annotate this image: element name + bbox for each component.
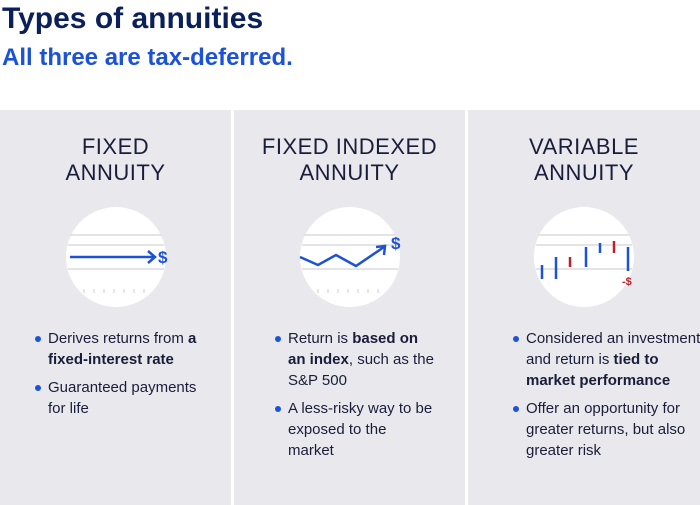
icon: $ <box>65 207 168 307</box>
text: Offer an opportunity for greater returns… <box>526 400 686 459</box>
title-line: VARIABLE <box>529 134 639 159</box>
title-line: FIXED INDEXED <box>261 134 438 159</box>
title-line: ANNUITY <box>533 160 635 185</box>
bullet: Return is based on an index, such as the… <box>275 328 434 391</box>
bullet: Offer an opportunity for greater returns… <box>513 398 700 461</box>
title-line: ANNUITY <box>299 160 400 185</box>
bullet: Considered an investment and return is t… <box>513 328 700 391</box>
bold-text: a fixed-interest rate <box>48 330 197 368</box>
title-line: ANNUITY <box>65 160 166 185</box>
column: FIXED INDEXED ANNUITY $ Return is based o… <box>234 110 465 505</box>
title: Types of annuities <box>2 2 264 35</box>
icon-label: $ <box>391 234 401 253</box>
icon: $ <box>298 207 401 307</box>
bullet-list: Return is based on an index, such as the… <box>272 328 434 468</box>
text: Derives returns from <box>48 330 189 347</box>
text: Considered an investment and return is <box>526 330 700 368</box>
icon-label: -$ <box>622 276 632 288</box>
icon-label: $ <box>158 248 168 267</box>
bold-text: based on an index <box>288 330 419 368</box>
text: A less-risky way to be exposed to the ma… <box>288 400 433 459</box>
bold-text: tied to market performance <box>526 351 671 389</box>
title-line: FIXED <box>81 134 150 159</box>
column-title: VARIABLE ANNUITY <box>468 134 700 186</box>
bullet: Guaranteed payments for life <box>35 377 216 419</box>
text: Return is <box>288 330 353 347</box>
subtitle: All three are tax-deferred. <box>2 44 293 71</box>
bullet: Derives returns from a fixed-interest ra… <box>35 328 216 370</box>
text: Guaranteed payments for life <box>48 379 197 417</box>
bullet: A less-risky way to be exposed to the ma… <box>275 398 434 461</box>
text: , such as the S&P 500 <box>288 351 434 389</box>
bullet-list: Considered an investment and return is t… <box>510 328 700 468</box>
bullet-list: Derives returns from a fixed-interest ra… <box>32 328 216 426</box>
column: VARIABLE ANNUITY -$ Considered an investm… <box>468 110 700 505</box>
icon: -$ <box>534 207 634 307</box>
column: FIXED ANNUITY $ Derives returns from a fi… <box>0 110 231 505</box>
column-title: FIXED INDEXED ANNUITY <box>234 134 465 186</box>
column-title: FIXED ANNUITY <box>0 134 231 186</box>
